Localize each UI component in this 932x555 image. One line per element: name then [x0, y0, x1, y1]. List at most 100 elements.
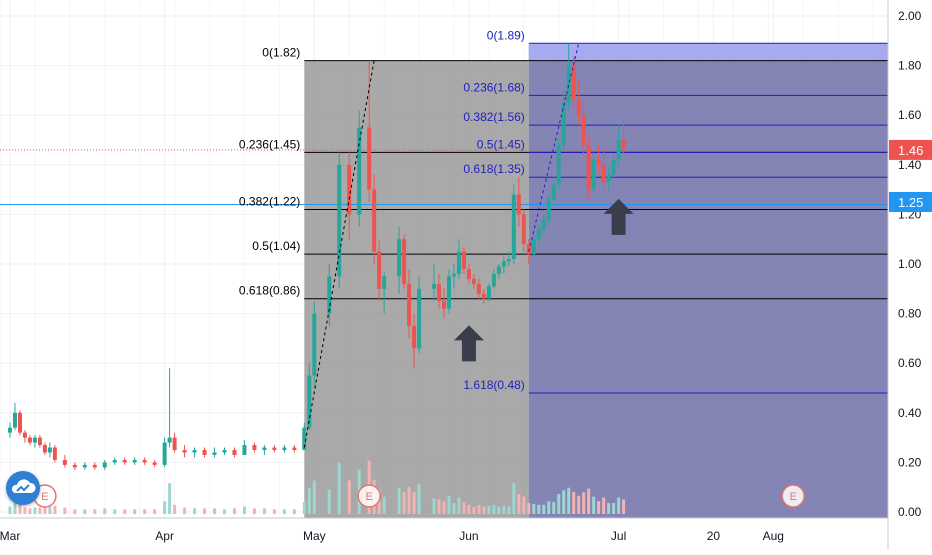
candle-body [451, 273, 456, 277]
price-axis-bg [888, 0, 932, 550]
earnings-marker-label: E [365, 491, 372, 503]
volume-bar [282, 509, 286, 514]
volume-bar [8, 506, 12, 514]
volume-bar [542, 504, 546, 514]
candle-body [162, 442, 167, 465]
candle-body [531, 239, 536, 255]
volume-bar [497, 506, 501, 514]
candle-body [536, 229, 541, 240]
volume-bar [567, 487, 571, 514]
volume-bar [587, 488, 591, 514]
volume-bar [242, 506, 246, 514]
candle-body [541, 219, 546, 230]
candle-body [412, 326, 417, 349]
candle-body [571, 65, 576, 101]
tradingview-cloud-icon[interactable] [6, 471, 40, 505]
volume-bar [457, 497, 461, 514]
volume-bar [173, 504, 177, 514]
volume-bar [512, 483, 516, 514]
volume-bar [617, 497, 621, 514]
price-lines [0, 149, 888, 205]
fib-blue-level-label: 0(1.89) [487, 28, 525, 42]
volume-bar [582, 492, 586, 514]
earnings-marker[interactable] [781, 484, 805, 508]
candle-body [252, 445, 257, 450]
candle-body [47, 447, 52, 453]
fib-blue-top-band [528, 43, 888, 61]
volume-bar [168, 483, 172, 514]
fib-blue-level-label: 0.5(1.45) [477, 137, 525, 151]
candle-body [461, 251, 466, 269]
volume-bar [232, 508, 236, 514]
volume-bar [562, 490, 566, 514]
candle-body [382, 276, 387, 289]
candle-body [122, 459, 127, 463]
candle-body [312, 313, 317, 376]
candle-body [62, 459, 67, 465]
volume-bar [93, 509, 97, 514]
candle-body [546, 199, 551, 220]
price-tick-label: 1.80 [898, 59, 922, 73]
up-arrow-shape [453, 325, 484, 362]
volume-bar [252, 508, 256, 514]
candle-body [7, 427, 12, 433]
price-tick-label: 2.00 [898, 9, 922, 23]
volume-bar [527, 503, 531, 514]
volume-bar [612, 503, 616, 514]
volume-bar [312, 480, 316, 514]
volume-bar [193, 508, 197, 514]
price-badge-label: 1.25 [898, 195, 923, 210]
time-tick-label: Aug [763, 529, 784, 543]
candle-body [307, 375, 312, 428]
candle-body [591, 159, 596, 190]
volume-bar [477, 504, 481, 514]
volume-bar [482, 506, 486, 514]
candle-body [337, 164, 342, 277]
volume-bar [402, 492, 406, 514]
candle-body [272, 447, 277, 450]
volume-bar [412, 492, 416, 514]
candle-body [606, 174, 611, 183]
candle-body [566, 65, 571, 103]
candle-body [486, 286, 491, 299]
volume-bar [552, 502, 556, 514]
volume-bar [113, 509, 117, 514]
time-tick-label: Apr [155, 529, 174, 543]
volume-bar [307, 487, 311, 514]
volume-bar [517, 494, 521, 514]
candle-body [491, 273, 496, 287]
candle-body [596, 159, 601, 165]
candle-body [282, 447, 287, 450]
candle-body [292, 447, 297, 450]
volume-bar [417, 484, 421, 514]
volume-bar [38, 507, 42, 514]
earnings-marker[interactable] [357, 484, 381, 508]
candle-body [102, 462, 107, 468]
volume-bar [337, 462, 341, 514]
time-tick-label: Jun [459, 529, 478, 543]
candle-body [12, 412, 17, 428]
volume-bar [262, 508, 266, 514]
price-tick-label: 0.00 [898, 505, 922, 519]
candle-body [202, 450, 207, 455]
candle-body [516, 194, 521, 215]
price-tick-label: 1.40 [898, 158, 922, 172]
candle-body [476, 283, 481, 294]
candle-body [192, 450, 197, 453]
candle-body [232, 450, 237, 455]
volume-bar [28, 508, 32, 514]
candle-body [561, 102, 566, 145]
time-tick-label: May [303, 529, 326, 543]
volume-bar [163, 501, 167, 514]
volume-bar [13, 502, 17, 514]
volume-bar [382, 496, 386, 514]
volume-bar [522, 496, 526, 514]
up-arrow-icon [453, 325, 484, 362]
volume-bar [462, 502, 466, 514]
volume-bar [547, 501, 551, 514]
candle-body [112, 459, 117, 463]
candle-body [446, 276, 451, 309]
candle-body [72, 464, 77, 468]
